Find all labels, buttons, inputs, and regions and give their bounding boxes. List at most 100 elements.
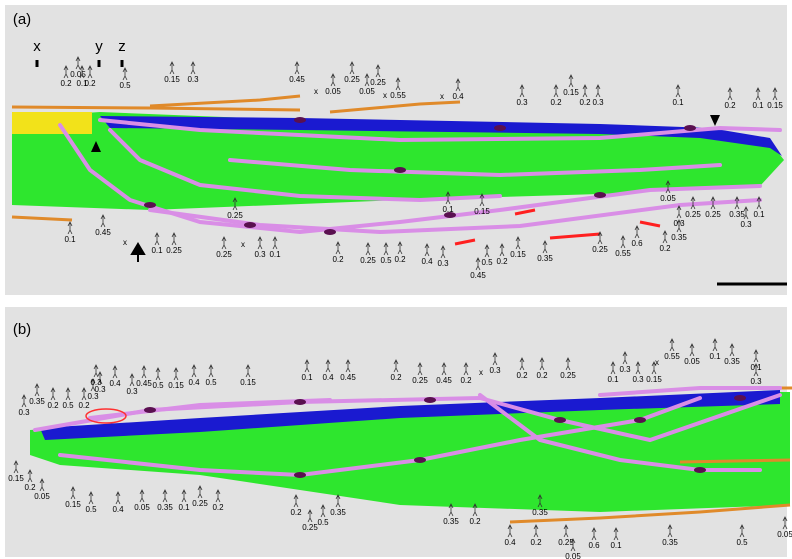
annotation: 0.5	[317, 518, 329, 527]
annotation: 0.25	[227, 211, 243, 220]
annotation: 0.6	[631, 239, 643, 248]
annotation: 0.25	[560, 371, 576, 380]
annotation: 0.5	[380, 256, 392, 265]
annotation: 0.3	[592, 98, 604, 107]
annotation: 0.1	[753, 210, 765, 219]
annotation: 0.3	[18, 408, 30, 417]
annotation: 0.15	[168, 381, 184, 390]
annotation: 0.5	[119, 81, 131, 90]
annotation: 0.2	[536, 371, 548, 380]
annotation: 0.05	[134, 503, 150, 512]
annotation: 0.1	[610, 541, 622, 550]
annotation: 0.25	[370, 78, 386, 87]
annotation: x	[479, 368, 483, 377]
annotation: 0.2	[550, 98, 562, 107]
yellow-block	[12, 112, 92, 134]
annotation: 0.35	[537, 254, 553, 263]
annotation: 0.45	[289, 75, 305, 84]
annotation: 0.3	[619, 365, 631, 374]
annotation: 0.2	[659, 244, 671, 253]
annotation: 0.25	[360, 256, 376, 265]
annotation: 0.35	[443, 517, 459, 526]
annotation: 0.4	[452, 92, 464, 101]
annotation: 0.2	[394, 255, 406, 264]
annotation: 0.15	[474, 207, 490, 216]
annotation: 0.3	[437, 259, 449, 268]
annotation: 0.3	[489, 366, 501, 375]
annotation: 0.05	[777, 530, 792, 539]
annotation: 0.5	[736, 538, 748, 547]
annotation: 0.3	[187, 75, 199, 84]
annotation: 0.25	[302, 523, 318, 532]
annotation: x	[241, 240, 245, 249]
annotation: 0.2	[60, 79, 72, 88]
annotation: 0.2	[24, 483, 36, 492]
annotation: 0.05	[565, 552, 581, 559]
annotation: 0.25	[166, 246, 182, 255]
annotation: 0.5	[481, 258, 493, 267]
annotation: 0.1	[709, 352, 721, 361]
annotation: 0.05	[684, 357, 700, 366]
annotation: 0.1	[301, 373, 313, 382]
annotation: 0.3	[516, 98, 528, 107]
annotation: 0.1	[64, 235, 76, 244]
annotation: 0.3	[254, 250, 266, 259]
annotation: 0.05	[359, 87, 375, 96]
axis-letter: x	[33, 38, 41, 55]
annotation: 0.5	[85, 505, 97, 514]
annotation: 0.35	[157, 503, 173, 512]
annotation: 0.4	[188, 378, 200, 387]
annotation: 0.25	[192, 499, 208, 508]
annotation: 0.2	[516, 371, 528, 380]
annotation: 0.35	[662, 538, 678, 547]
annotation: 0.55	[390, 91, 406, 100]
annotation: 0.4	[421, 257, 433, 266]
annotation: 0.3	[632, 375, 644, 384]
annotation: 0.05	[660, 194, 676, 203]
annotation: 0.35	[532, 508, 548, 517]
annotation: 0.2	[530, 538, 542, 547]
annotation: 0.15	[646, 375, 662, 384]
annotation: 0.45	[95, 228, 111, 237]
annotation: 0.25	[216, 250, 232, 259]
annotation: x	[314, 87, 318, 96]
annotation: 0.3	[740, 220, 752, 229]
axis-letter: z	[118, 38, 126, 55]
annotation: 0.35	[671, 233, 687, 242]
annotation: 0.25	[592, 245, 608, 254]
annotation: x	[383, 91, 387, 100]
annotation: 0.1	[269, 250, 281, 259]
annotation: 0.2	[724, 101, 736, 110]
annotation: 0.15	[563, 88, 579, 97]
annotation: 0.2	[84, 79, 96, 88]
annotation: 0.2	[332, 255, 344, 264]
annotation: x	[123, 238, 127, 247]
annotation: 0.15	[8, 474, 24, 483]
annotation: 0.45	[436, 376, 452, 385]
annotation: 0.05	[325, 87, 341, 96]
annotation: 0.2	[212, 503, 224, 512]
annotation: 0.4	[112, 505, 124, 514]
annotation: x	[655, 358, 659, 367]
annotation: 0.5	[205, 378, 217, 387]
annotation: 0.2	[47, 401, 59, 410]
annotation: 0.35	[330, 508, 346, 517]
annotation: 0.1	[178, 503, 190, 512]
annotation: 0.25	[412, 376, 428, 385]
annotation: 0.15	[65, 500, 81, 509]
annotation: 0.3	[750, 377, 762, 386]
annotation: 0.05	[34, 492, 50, 501]
annotation: 0.1	[151, 246, 163, 255]
annotation: 0.1	[672, 98, 684, 107]
figure: (a) xyz 0.20.050.10.20.50.150.30.45x0.05…	[0, 0, 792, 559]
annotation: 0.35	[729, 210, 745, 219]
annotation: 0.3	[673, 219, 685, 228]
annotation: 0.2	[460, 376, 472, 385]
annotation: 0.2	[290, 508, 302, 517]
annotation: 0.4	[504, 538, 516, 547]
annotation: 0.15	[164, 75, 180, 84]
annotation: 0.55	[615, 249, 631, 258]
panel-label: (b)	[13, 321, 31, 338]
annotation: 0.6	[588, 541, 600, 550]
annotation: 0.15	[240, 378, 256, 387]
